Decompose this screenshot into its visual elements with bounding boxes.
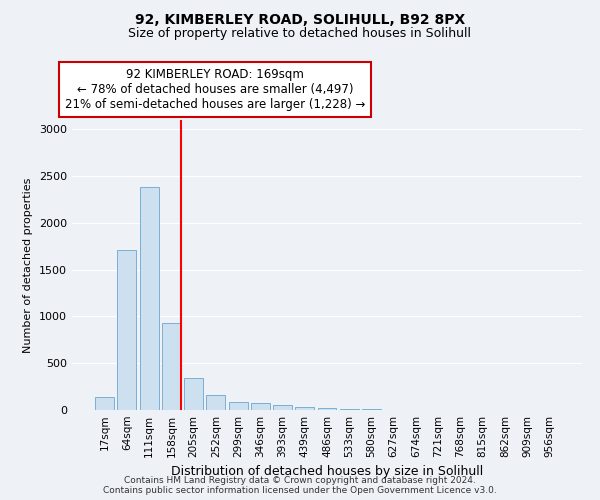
Bar [95, 397, 114, 410]
Bar [295, 407, 314, 410]
Bar [140, 188, 158, 410]
Bar [362, 409, 381, 410]
Bar [162, 323, 181, 410]
Bar [251, 404, 270, 410]
Y-axis label: Number of detached properties: Number of detached properties [23, 178, 34, 352]
Bar [229, 402, 248, 410]
Bar [184, 378, 203, 410]
Text: 92, KIMBERLEY ROAD, SOLIHULL, B92 8PX: 92, KIMBERLEY ROAD, SOLIHULL, B92 8PX [135, 12, 465, 26]
Bar [273, 406, 292, 410]
Bar [118, 250, 136, 410]
Text: Contains HM Land Registry data © Crown copyright and database right 2024.
Contai: Contains HM Land Registry data © Crown c… [103, 476, 497, 495]
X-axis label: Distribution of detached houses by size in Solihull: Distribution of detached houses by size … [171, 466, 483, 478]
Bar [317, 408, 337, 410]
Bar [340, 408, 359, 410]
Bar [206, 394, 225, 410]
Text: 92 KIMBERLEY ROAD: 169sqm
← 78% of detached houses are smaller (4,497)
21% of se: 92 KIMBERLEY ROAD: 169sqm ← 78% of detac… [65, 68, 365, 111]
Text: Size of property relative to detached houses in Solihull: Size of property relative to detached ho… [128, 28, 472, 40]
